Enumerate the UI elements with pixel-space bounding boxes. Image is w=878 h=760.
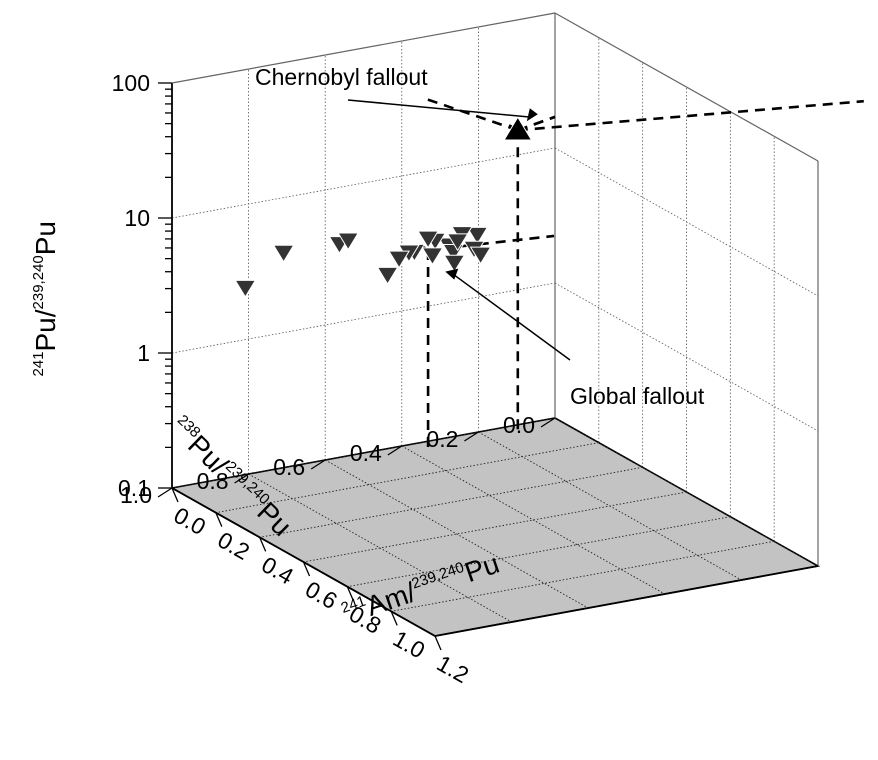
data-point-triangle-down — [421, 247, 444, 266]
z-axis-title-part: Pu — [30, 221, 61, 255]
x-tick — [390, 611, 398, 626]
floor-grid-y — [401, 445, 666, 595]
x-tick-label: 0.2 — [213, 527, 254, 565]
z-axis-title-part: 241 — [30, 352, 47, 377]
y-tick-label: 0.6 — [273, 454, 305, 480]
grid-line-z-level — [554, 147, 819, 297]
x-tick — [346, 586, 354, 601]
data-point-triangle-down — [446, 233, 469, 252]
x-tick — [434, 635, 442, 651]
floor-grid-y — [554, 417, 819, 567]
x-tick — [171, 487, 179, 503]
z-tick-label: 10 — [124, 205, 150, 231]
annotation-chernobyl: Chernobyl fallout — [255, 64, 428, 90]
y-tick-label: 0.4 — [350, 440, 382, 466]
annotation-arrow — [451, 272, 571, 361]
x-tick-label: 0.6 — [301, 576, 342, 614]
floor-grid-y — [478, 431, 742, 581]
grid-line-z-level — [171, 147, 556, 219]
x-axis-line — [434, 565, 819, 637]
y-tick — [234, 473, 249, 484]
y-tick — [310, 459, 326, 470]
data-point-triangle-down — [234, 279, 257, 298]
x-tick-label: 0.0 — [170, 502, 211, 540]
data-point-triangle-down — [469, 246, 492, 265]
y-tick — [157, 487, 173, 498]
annotation-global: Global fallout — [570, 383, 705, 409]
data-point-triangle-down — [337, 232, 360, 251]
x-tick — [302, 561, 311, 577]
data-point-triangle-up — [503, 116, 533, 141]
z-axis-title-part: Pu/ — [30, 309, 61, 351]
z-tick-label: 0.1 — [118, 475, 150, 501]
top-edge-left — [171, 12, 556, 84]
x-tick-label: 1.2 — [433, 650, 474, 688]
x-tick-label: 0.4 — [257, 551, 298, 589]
z-axis-title: 241Pu/239,240Pu — [30, 221, 61, 377]
y-tick — [464, 431, 479, 442]
y-tick-label: 0.2 — [426, 426, 458, 452]
annotation-arrow — [347, 99, 532, 118]
data-point-triangle-down — [376, 266, 399, 285]
x-tick-label: 1.0 — [389, 625, 430, 663]
grid-line-z-level — [171, 282, 556, 354]
z-axis-title-part: 239,240 — [30, 255, 47, 309]
guide-line-right — [517, 99, 864, 132]
y-tick-label: 0.8 — [197, 468, 229, 494]
data-point-triangle-down — [443, 254, 466, 273]
floor-grid-y — [324, 459, 589, 609]
y-tick — [540, 417, 556, 428]
y-tick-label: 1.0 — [120, 482, 152, 508]
data-point-triangle-down — [388, 250, 410, 269]
arrowhead — [445, 268, 459, 280]
z-tick-label: 100 — [112, 70, 150, 96]
y-tick — [387, 445, 403, 456]
grid-line-z-level — [554, 282, 819, 432]
x-tick — [259, 537, 267, 552]
x-tick — [215, 512, 223, 527]
data-point-triangle-down — [272, 244, 295, 263]
z-tick-label: 1 — [137, 340, 150, 366]
arrowhead — [526, 108, 538, 122]
data-point-triangle-down — [417, 230, 439, 249]
floor-grid-y — [248, 473, 512, 623]
data-point-triangle-down — [466, 226, 489, 245]
top-edge-right — [554, 12, 819, 162]
